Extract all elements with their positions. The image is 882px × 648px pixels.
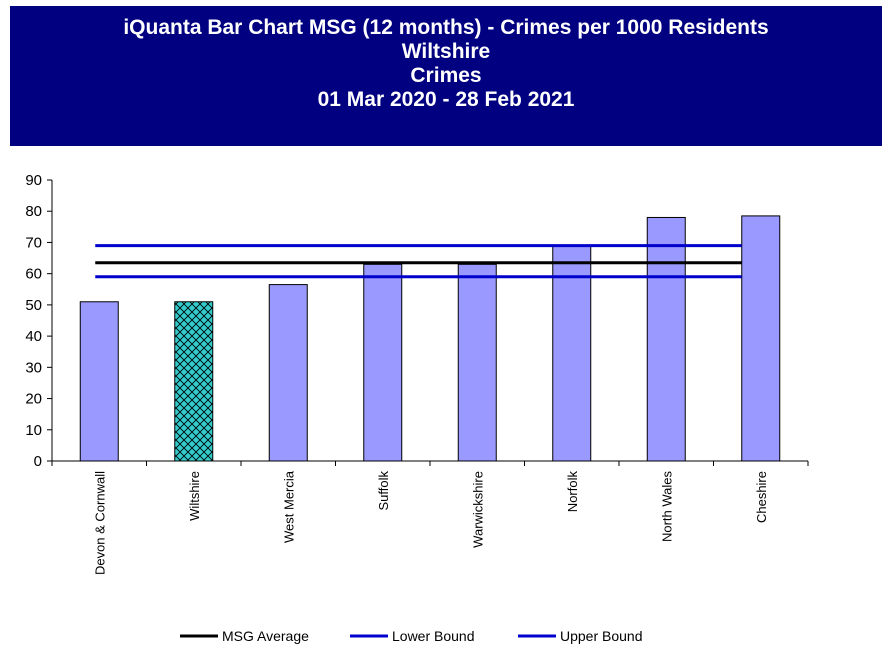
chart-subtitle-measure: Crimes — [410, 64, 482, 87]
chart-subtitle-area: Wiltshire — [401, 40, 491, 63]
bar-west-mercia — [268, 284, 308, 462]
category-label: Norfolk — [565, 471, 580, 513]
y-tick-label: 30 — [25, 359, 42, 376]
y-tick-label: 90 — [25, 172, 42, 189]
y-tick-label: 80 — [25, 203, 42, 220]
legend-label: MSG Average — [222, 628, 309, 644]
category-label: Devon & Cornwall — [92, 471, 107, 575]
bar-north-wales — [646, 216, 686, 462]
y-tick-label: 10 — [25, 422, 42, 439]
bar-devon-cornwall — [79, 301, 119, 462]
category-label: Cheshire — [754, 471, 769, 523]
chart-title-box: iQuanta Bar Chart MSG (12 months) - Crim… — [10, 6, 882, 146]
bar-norfolk — [552, 245, 592, 462]
bar-cheshire — [741, 215, 781, 462]
y-tick-label: 20 — [25, 391, 42, 408]
bar-suffolk — [363, 263, 403, 462]
chart-title: iQuanta Bar Chart MSG (12 months) - Crim… — [123, 16, 769, 39]
category-label: Wiltshire — [187, 471, 202, 521]
category-label: North Wales — [659, 471, 674, 543]
category-label: Suffolk — [376, 471, 391, 511]
y-tick-label: 40 — [25, 328, 42, 345]
chart-subtitle-period: 01 Mar 2020 - 28 Feb 2021 — [317, 88, 575, 111]
y-tick-label: 50 — [25, 297, 42, 314]
legend-label: Lower Bound — [392, 628, 475, 644]
y-tick-label: 0 — [34, 453, 42, 470]
category-label: Warwickshire — [470, 471, 485, 548]
category-label: West Mercia — [281, 470, 296, 543]
y-tick-label: 60 — [25, 266, 42, 283]
bar-wiltshire — [174, 301, 214, 462]
y-tick-label: 70 — [25, 234, 42, 251]
legend-label: Upper Bound — [560, 628, 643, 644]
bar-warwickshire — [457, 263, 497, 462]
